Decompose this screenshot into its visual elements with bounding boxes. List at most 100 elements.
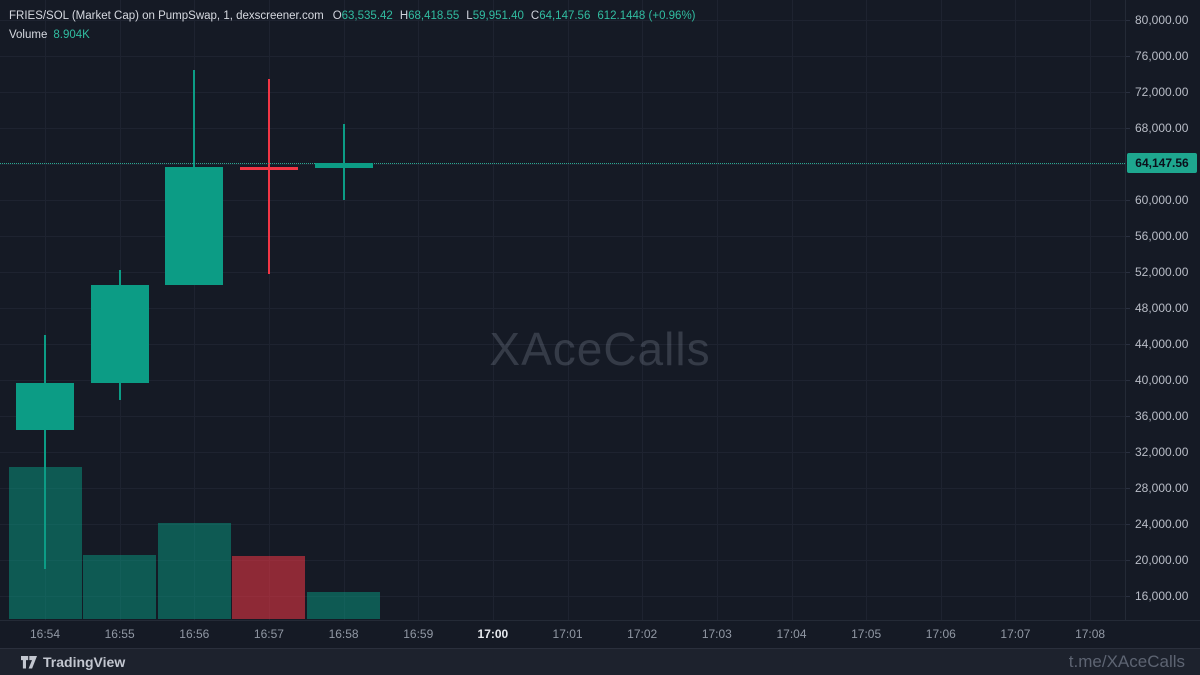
footer-bar: TradingView t.me/XAceCalls [0,648,1200,675]
tradingview-logo-icon [21,655,37,669]
time-tick-label: 17:08 [1075,627,1106,641]
high-label: H [399,10,409,22]
grid-hline [0,380,1125,381]
low-label: L [466,10,473,22]
legend-row-volume: Volume 8.904K [9,26,696,45]
time-tick-label: 17:00 [477,627,509,641]
grid-hline [0,416,1125,417]
candle-wick [342,124,345,201]
price-tick-label: 40,000.00 [1125,373,1189,387]
tradingview-logo-text: TradingView [43,654,126,670]
price-tick-label: 56,000.00 [1125,229,1189,243]
credit-handle: t.me/XAceCalls [1068,652,1185,671]
grid-vline [492,0,494,620]
grid-vline [1090,0,1092,620]
time-tick-label: 16:59 [403,627,434,641]
open-label: O [332,10,342,22]
high-value: 68,418.55 [408,10,460,22]
grid-hline [0,128,1125,129]
grid-vline [940,0,942,620]
price-tick-label: 80,000.00 [1125,13,1189,27]
legend-row-symbol: FRIES/SOL (Market Cap) on PumpSwap, 1, d… [9,7,696,26]
grid-hline [0,452,1125,453]
grid-vline [642,0,644,620]
candle-body [239,166,298,170]
grid-vline [567,0,569,620]
grid-vline [791,0,793,620]
time-tick-label: 17:06 [925,627,956,641]
candle-body [90,284,149,383]
candle-body [165,166,224,285]
price-tick-label: 60,000.00 [1125,193,1189,207]
time-tick-label: 16:55 [104,627,135,641]
price-tick-label: 48,000.00 [1125,301,1189,315]
tradingview-logo[interactable]: TradingView [21,654,125,670]
current-price-line [0,162,1125,164]
grid-vline [343,0,345,620]
time-tick-label: 17:04 [776,627,807,641]
price-tick-label: 28,000.00 [1125,481,1189,495]
volume-bar [83,554,157,619]
price-tick-label: 76,000.00 [1125,49,1189,63]
time-tick-label: 16:54 [29,627,61,641]
price-tick-label: 16,000.00 [1125,589,1189,603]
grid-vline [194,0,196,620]
chart-pane[interactable] [0,0,1125,620]
grid-hline [0,92,1125,93]
grid-vline [418,0,420,620]
price-tick-label: 52,000.00 [1125,265,1189,279]
time-tick-label: 17:01 [552,627,583,641]
volume-value: 8.904K [53,29,90,41]
price-tick-label: 32,000.00 [1125,445,1189,459]
grid-hline [0,56,1125,57]
candle-body [16,382,74,431]
time-tick-label: 16:56 [179,627,210,641]
grid-hline [0,524,1125,525]
close-label: C [530,10,540,22]
price-tick-label: 36,000.00 [1125,409,1189,423]
volume-bar [157,522,231,619]
change-value: 612.1448 (+0.96%) [597,10,696,22]
grid-hline [0,272,1125,273]
volume-bar [232,555,306,619]
time-tick-label: 17:07 [1000,627,1031,641]
price-tick-label: 72,000.00 [1125,85,1189,99]
low-value: 59,951.40 [472,10,524,22]
grid-vline [268,0,270,620]
candle-wick [44,335,46,569]
grid-hline [0,344,1125,345]
grid-hline [0,560,1125,561]
price-tick-label: 68,000.00 [1125,121,1189,135]
grid-hline [0,488,1125,489]
time-tick-label: 16:58 [328,627,359,641]
grid-vline [1015,0,1017,620]
grid-hline [0,20,1125,21]
volume-label: Volume [9,29,48,41]
grid-vline [866,0,868,620]
price-scale[interactable]: 64,147.56 80,000.00 76,000.00 72,000.00 68,… [1125,0,1200,620]
candle-body [314,162,373,169]
grid-hline [0,200,1125,201]
time-tick-label: 16:57 [253,627,284,641]
volume-bar [307,591,381,619]
time-tick-label: 17:03 [701,627,732,641]
current-price-badge: 64,147.56 [1127,152,1197,173]
time-scale[interactable]: 16:54 16:55 16:56 16:57 16:58 16:59 17:00 17:01… [0,620,1200,648]
chart-legend: FRIES/SOL (Market Cap) on PumpSwap, 1, d… [9,7,696,45]
grid-hline [0,308,1125,309]
price-tick-label: 20,000.00 [1125,553,1189,567]
symbol-title: FRIES/SOL (Market Cap) on PumpSwap, 1, d… [9,10,324,22]
open-value: 63,535.42 [341,10,393,22]
close-value: 64,147.56 [539,10,591,22]
time-tick-label: 17:02 [627,627,658,641]
grid-hline [0,596,1125,597]
price-tick-label: 44,000.00 [1125,337,1189,351]
grid-hline [0,164,1125,165]
grid-vline [45,0,46,620]
time-tick-label: 17:05 [851,627,882,641]
grid-hline [0,236,1125,237]
price-tick-label: 24,000.00 [1125,517,1189,531]
grid-vline [716,0,718,620]
candle-wick [267,78,270,274]
